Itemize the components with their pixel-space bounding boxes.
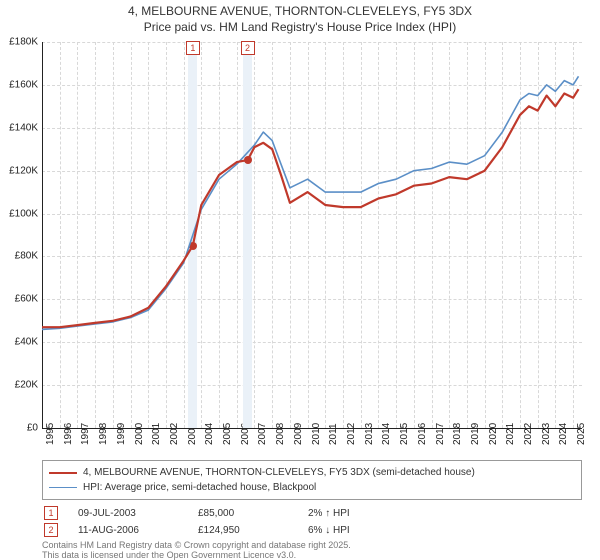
sale-number-badge: 2 [44, 523, 58, 537]
sale-delta: 6% ↓ HPI [308, 525, 350, 536]
y-tick-label: £160K [0, 79, 38, 90]
title-address: 4, MELBOURNE AVENUE, THORNTON-CLEVELEYS,… [0, 4, 600, 20]
legend-item: 4, MELBOURNE AVENUE, THORNTON-CLEVELEYS,… [49, 465, 575, 480]
y-tick-label: £20K [0, 380, 38, 391]
sale-price: £85,000 [198, 508, 288, 519]
y-tick-label: £80K [0, 251, 38, 262]
attribution-line: This data is licensed under the Open Gov… [42, 550, 582, 560]
y-tick-label: £180K [0, 37, 38, 48]
sale-date: 09-JUL-2003 [78, 508, 178, 519]
attribution-text: Contains HM Land Registry data © Crown c… [42, 540, 582, 560]
y-tick-label: £120K [0, 165, 38, 176]
chart-titles: 4, MELBOURNE AVENUE, THORNTON-CLEVELEYS,… [0, 0, 600, 35]
chart-lines [42, 42, 582, 428]
title-subtitle: Price paid vs. HM Land Registry's House … [0, 20, 600, 36]
legend-label: HPI: Average price, semi-detached house,… [83, 480, 316, 495]
legend-label: 4, MELBOURNE AVENUE, THORNTON-CLEVELEYS,… [83, 465, 475, 480]
sale-number-badge: 1 [44, 506, 58, 520]
legend-and-footer: 4, MELBOURNE AVENUE, THORNTON-CLEVELEYS,… [42, 460, 582, 560]
sale-price: £124,950 [198, 525, 288, 536]
legend-swatch [49, 487, 77, 488]
y-tick-label: £140K [0, 122, 38, 133]
y-tick-label: £0 [0, 423, 38, 434]
x-axis-line [42, 428, 582, 429]
sale-delta: 2% ↑ HPI [308, 508, 350, 519]
series-line-price_paid [42, 89, 579, 327]
sale-date: 11-AUG-2006 [78, 525, 178, 536]
legend-swatch [49, 472, 77, 474]
y-tick-label: £60K [0, 294, 38, 305]
sale-row: 1 09-JUL-2003 £85,000 2% ↑ HPI [44, 506, 582, 520]
sales-list: 1 09-JUL-2003 £85,000 2% ↑ HPI 2 11-AUG-2006 £… [42, 506, 582, 537]
series-line-hpi [42, 76, 579, 329]
legend-item: HPI: Average price, semi-detached house,… [49, 480, 575, 495]
y-tick-label: £100K [0, 208, 38, 219]
legend-box: 4, MELBOURNE AVENUE, THORNTON-CLEVELEYS,… [42, 460, 582, 500]
sale-row: 2 11-AUG-2006 £124,950 6% ↓ HPI [44, 523, 582, 537]
chart-plot-area: £0£20K£40K£60K£80K£100K£120K£140K£160K£1… [42, 42, 582, 428]
attribution-line: Contains HM Land Registry data © Crown c… [42, 540, 582, 550]
y-tick-label: £40K [0, 337, 38, 348]
